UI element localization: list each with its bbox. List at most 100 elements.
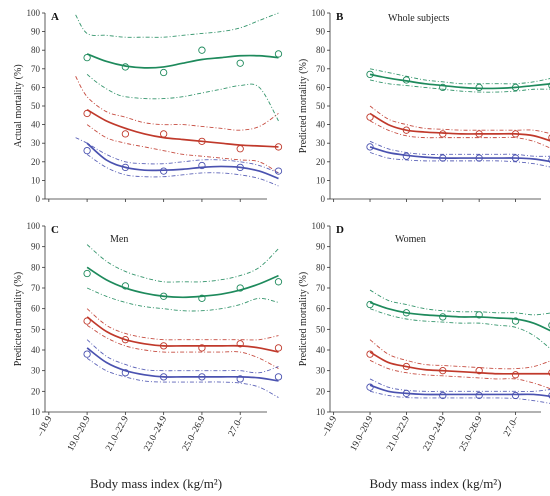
y-tick-label: 100 <box>27 221 41 231</box>
x-tick-label: 23.0–24.9 <box>143 414 170 452</box>
ci-upper-line <box>86 244 279 283</box>
data-point <box>236 340 244 348</box>
x-tick-label: 19.0–20.9 <box>66 414 93 452</box>
data-point <box>121 63 130 71</box>
data-point <box>160 373 168 381</box>
series-1 <box>366 105 550 149</box>
ci-upper-line <box>369 68 550 85</box>
panel-label: B <box>336 11 344 23</box>
ci-lower-line <box>369 152 550 168</box>
data-point <box>236 284 244 292</box>
data-point <box>83 317 91 325</box>
data-point <box>548 156 550 164</box>
data-point <box>274 344 283 352</box>
data-point <box>511 371 520 379</box>
series-2 <box>366 378 550 404</box>
y-tick-label: 90 <box>316 242 326 252</box>
ci-upper-line <box>75 12 279 38</box>
series-0 <box>366 289 550 349</box>
ci-lower-line <box>369 359 550 390</box>
y-tick-label: 20 <box>316 386 326 396</box>
y-tick-label: 70 <box>316 283 326 293</box>
x-tick-label: 25.0–26.9 <box>458 414 485 452</box>
ci-lower-line <box>369 79 550 93</box>
y-tick-label: 50 <box>316 101 326 111</box>
fitted-line <box>86 266 279 299</box>
series-2 <box>83 339 283 398</box>
data-point <box>198 294 206 302</box>
y-tick-label: 10 <box>316 175 326 185</box>
data-point <box>236 59 244 67</box>
series-2 <box>366 140 550 168</box>
data-point <box>83 109 91 118</box>
y-tick-label: 10 <box>31 407 41 417</box>
data-point <box>236 375 244 383</box>
ci-upper-line <box>75 76 279 131</box>
panel-annotation: Women <box>395 234 426 245</box>
ci-upper-line <box>369 339 550 370</box>
y-tick-label: 50 <box>31 101 41 111</box>
x-tick-label: 27.0– <box>227 414 246 438</box>
panel-b: 0 10 20 30 40 50 60 70 80 90 100 Predicted mortalit… <box>298 8 550 204</box>
y-tick-label: 40 <box>316 120 326 130</box>
data-point <box>511 154 520 162</box>
y-tick-label: 50 <box>31 324 41 334</box>
ci-upper-line <box>75 137 279 174</box>
data-point <box>121 282 130 290</box>
data-point <box>198 344 206 352</box>
y-tick-label: 20 <box>316 157 326 167</box>
fitted-line <box>86 53 279 69</box>
fitted-line <box>369 351 550 375</box>
data-point <box>198 137 206 145</box>
data-point <box>402 389 411 398</box>
data-point <box>511 130 520 138</box>
data-point <box>548 134 550 141</box>
y-tick-label: 90 <box>31 27 41 37</box>
data-point <box>475 391 483 400</box>
y-tick-label: 100 <box>27 8 41 18</box>
panel-label: D <box>336 224 344 236</box>
y-tick-label: 60 <box>31 82 41 92</box>
data-point <box>160 167 168 175</box>
data-point <box>198 373 206 381</box>
data-point <box>511 317 520 325</box>
ci-lower-line <box>86 74 279 122</box>
y-tick-label: 30 <box>31 366 41 376</box>
x-axis-title: Body mass index (kg/m²) <box>90 476 222 491</box>
y-tick-label: 20 <box>31 157 41 167</box>
data-point <box>511 391 520 400</box>
x-tick-label: 19.0–20.9 <box>349 414 376 452</box>
data-point <box>366 113 374 121</box>
y-tick-label: 30 <box>316 138 326 148</box>
fitted-line <box>86 316 279 353</box>
x-tick-label: 21.0–22.9 <box>104 414 131 452</box>
data-point <box>548 322 550 329</box>
series-1 <box>83 308 283 369</box>
y-tick-label: 60 <box>31 304 41 314</box>
y-tick-label: 60 <box>316 82 326 92</box>
y-tick-label: 30 <box>31 138 41 148</box>
y-tick-label: 70 <box>31 283 41 293</box>
y-axis-title: Actual mortality (%) <box>13 64 24 147</box>
y-tick-label: 100 <box>312 8 326 18</box>
data-point <box>274 50 283 58</box>
data-point <box>121 369 130 377</box>
x-tick-label: 23.0–24.9 <box>422 414 449 452</box>
panel-d: 10 20 30 40 50 60 70 80 90 100 –18.9 19.0–20.9 21.0–… <box>298 221 550 491</box>
data-point <box>439 130 447 138</box>
data-point <box>439 313 447 321</box>
ci-lower-line <box>369 308 550 349</box>
y-tick-label: 60 <box>316 304 326 314</box>
data-point <box>402 309 411 317</box>
ci-lower-line <box>369 390 550 404</box>
y-axis-title: Predicted mortality (%) <box>298 272 309 366</box>
x-tick-label: 21.0–22.9 <box>385 414 412 452</box>
x-tick-label: 27.0– <box>502 414 521 438</box>
series-0 <box>75 12 283 122</box>
data-point <box>548 392 550 399</box>
data-point <box>83 53 91 62</box>
data-point <box>366 143 374 151</box>
y-tick-label: 40 <box>316 345 326 355</box>
data-point <box>475 311 483 319</box>
